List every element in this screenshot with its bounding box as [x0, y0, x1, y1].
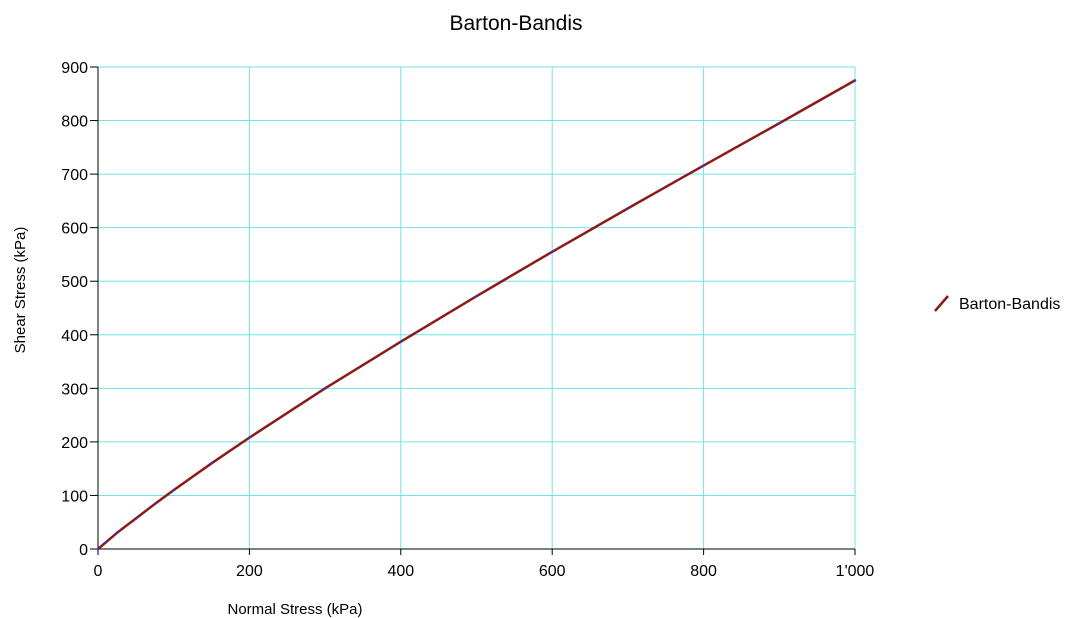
x-tick-label: 0: [94, 563, 103, 580]
y-tick-label: 100: [61, 488, 88, 505]
x-tick-label: 400: [387, 563, 414, 580]
y-tick-label: 600: [61, 221, 88, 238]
series-line-barton-bandis: [97, 79, 856, 550]
legend-swatch: [934, 295, 949, 312]
data-point: [210, 462, 213, 465]
y-tick-label: 400: [61, 328, 88, 345]
data-point: [853, 79, 857, 82]
x-tick-label: 1'000: [836, 563, 875, 580]
data-point: [550, 250, 554, 254]
data-point: [778, 121, 781, 125]
data-point: [475, 294, 478, 298]
y-tick-label: 700: [61, 167, 88, 184]
data-point: [96, 547, 100, 551]
data-point: [115, 531, 119, 535]
x-axis-label: Normal Stress (kPa): [227, 601, 362, 618]
x-tick-label: 600: [539, 563, 566, 580]
y-tick-label: 900: [61, 60, 88, 77]
data-point: [104, 541, 107, 544]
y-tick-label: 300: [61, 381, 88, 398]
data-point: [248, 436, 251, 439]
data-point: [153, 502, 157, 506]
data-point: [134, 517, 138, 520]
y-tick-label: 800: [61, 114, 88, 131]
data-point: [399, 340, 403, 344]
plot-area: [96, 79, 857, 551]
legend-label: Barton-Bandis: [959, 296, 1060, 313]
data-point: [172, 488, 175, 492]
chart-title: Barton-Bandis: [449, 12, 583, 35]
x-tick-label: 800: [690, 563, 717, 580]
y-tick-label: 200: [61, 435, 88, 452]
data-point: [626, 207, 630, 210]
tick-labels: 0 200 400 600 800 1'000 0 100 200 300 400 500 600 700…: [61, 60, 874, 580]
data-point: [702, 164, 705, 167]
y-tick-label: 500: [61, 274, 88, 291]
y-tick-label: 0: [79, 542, 88, 559]
gridlines: [98, 66, 856, 549]
axes: [90, 66, 856, 555]
y-axis-label: Shear Stress (kPa): [12, 227, 29, 354]
data-point: [323, 387, 327, 390]
x-tick-label: 200: [236, 563, 263, 580]
legend: Barton-Bandis: [934, 295, 1060, 313]
